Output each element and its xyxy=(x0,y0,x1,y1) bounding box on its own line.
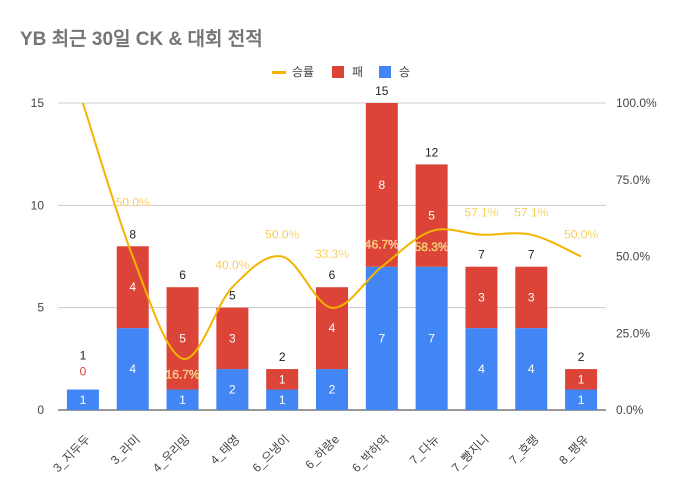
bar-win xyxy=(365,266,398,410)
x-tick-label: 6_하랑e xyxy=(302,432,342,472)
total-data-label: 8 xyxy=(129,227,136,241)
y-left-tick-label: 15 xyxy=(31,96,45,110)
total-data-label: 1 xyxy=(80,349,87,363)
bar-win xyxy=(316,369,348,410)
bar-loss xyxy=(266,369,299,390)
loss-data-label: 4 xyxy=(329,321,336,335)
y-right-tick-label: 0.0% xyxy=(616,403,644,417)
legend-label: 패 xyxy=(352,65,363,79)
legend-label: 승 xyxy=(399,65,410,79)
bar-loss xyxy=(365,103,398,267)
x-tick-label: 6_으냉이 xyxy=(250,432,293,475)
x-tick-label: 3_지두두 xyxy=(50,432,93,475)
y-right-tick-label: 50.0% xyxy=(616,250,650,264)
bar-loss xyxy=(415,164,448,267)
bar-loss xyxy=(515,266,548,329)
loss-data-label: 3 xyxy=(478,290,485,304)
win-data-label: 2 xyxy=(329,383,336,397)
loss-data-label: 4 xyxy=(129,280,136,294)
loss-data-label: 8 xyxy=(378,178,385,192)
total-data-label: 2 xyxy=(578,350,585,364)
loss-data-label: 3 xyxy=(229,331,236,345)
total-data-label: 2 xyxy=(279,350,286,364)
x-tick-label: 7_다뉴 xyxy=(407,432,442,467)
win-rate-line xyxy=(81,102,582,360)
y-right-tick-label: 75.0% xyxy=(616,173,650,187)
x-tick-label: 7_호랭 xyxy=(506,432,541,467)
y-right-tick-label: 25.0% xyxy=(616,326,650,340)
bar-win xyxy=(216,369,249,410)
win-data-label: 7 xyxy=(428,331,435,345)
bar-win xyxy=(266,389,299,410)
loss-data-label: 3 xyxy=(528,290,535,304)
bar-win xyxy=(66,389,99,410)
total-data-label: 6 xyxy=(329,268,336,282)
win-rate-data-label: 50.0% xyxy=(265,228,299,242)
win-rate-data-label: 58.3% xyxy=(415,240,449,254)
win-data-label: 2 xyxy=(229,383,236,397)
win-rate-data-label: 46.7% xyxy=(365,238,399,252)
y-left-tick-label: 0 xyxy=(37,403,44,417)
win-data-label: 4 xyxy=(129,362,136,376)
loss-data-label: 5 xyxy=(179,331,186,345)
win-data-label: 4 xyxy=(528,362,535,376)
legend-swatch xyxy=(379,66,391,78)
x-tick-label: 4_태영 xyxy=(208,432,243,467)
win-rate-data-label: 57.1% xyxy=(514,206,548,220)
loss-data-label: 5 xyxy=(428,209,435,223)
y-right-tick-label: 100.0% xyxy=(616,96,657,110)
x-tick-label: 8_팽유 xyxy=(556,432,591,467)
win-rate-data-label: 16.7% xyxy=(166,368,200,382)
total-data-label: 7 xyxy=(478,248,485,262)
x-tick-label: 4_우리밍 xyxy=(150,432,193,475)
loss-data-label: 0 xyxy=(80,365,87,379)
x-tick-label: 6_박하악 xyxy=(349,432,392,475)
loss-data-label: 1 xyxy=(279,372,286,386)
total-data-label: 7 xyxy=(528,248,535,262)
x-tick-label: 7_빵지니 xyxy=(449,432,492,475)
bar-loss xyxy=(565,369,598,390)
bar-win xyxy=(415,266,448,410)
loss-data-label: 1 xyxy=(578,372,585,386)
y-left-tick-label: 10 xyxy=(31,198,45,212)
bar-win xyxy=(166,389,199,410)
legend-label: 승률 xyxy=(292,65,314,79)
bar-loss xyxy=(216,307,249,370)
bar-win xyxy=(565,389,598,410)
win-rate-data-label: 50.0% xyxy=(564,228,598,242)
total-data-label: 5 xyxy=(229,289,236,303)
win-data-label: 4 xyxy=(478,362,485,376)
win-rate-data-label: 40.0% xyxy=(215,258,249,272)
bar-win xyxy=(116,328,149,410)
win-data-label: 1 xyxy=(279,393,286,407)
win-rate-data-label: 50.0% xyxy=(116,196,150,210)
win-rate-data-label: 57.1% xyxy=(464,206,498,220)
win-rate-data-label: 33.3% xyxy=(315,247,349,261)
total-data-label: 12 xyxy=(425,145,439,159)
chart-title: YB 최근 30일 CK & 대회 전적 xyxy=(20,29,263,50)
win-data-label: 1 xyxy=(80,393,87,407)
total-data-label: 15 xyxy=(375,84,389,98)
bar-win xyxy=(515,328,548,410)
x-tick-label: 3_라미 xyxy=(108,432,143,467)
win-data-label: 1 xyxy=(179,393,186,407)
legend-swatch xyxy=(332,66,344,78)
bar-win xyxy=(465,328,498,410)
bar-loss xyxy=(465,266,498,329)
win-data-label: 1 xyxy=(578,393,585,407)
total-data-label: 6 xyxy=(179,268,186,282)
bar-loss xyxy=(166,287,199,390)
win-data-label: 7 xyxy=(378,331,385,345)
legend-swatch-line xyxy=(272,71,286,74)
y-left-tick-label: 5 xyxy=(37,301,44,315)
